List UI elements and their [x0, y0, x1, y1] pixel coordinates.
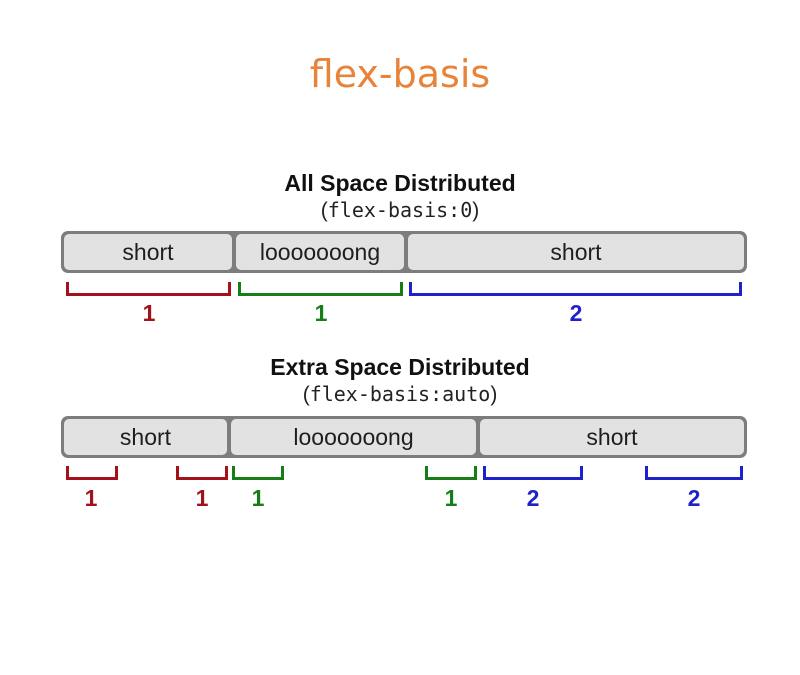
- section-2-label-6: 2: [687, 485, 701, 511]
- section-1-item-short-1: short: [64, 234, 232, 270]
- section-1-heading: All Space Distributed: [284, 170, 516, 196]
- section-2-close-paren: ): [490, 383, 498, 406]
- section-1-bracket-2: [238, 282, 403, 296]
- section-2-item-long: looooooong: [231, 419, 476, 455]
- section-1-bracket-3: [409, 282, 742, 296]
- section-2-item-short-1: short: [64, 419, 227, 455]
- section-1-item-long: looooooong: [236, 234, 404, 270]
- section-1-label-2: 1: [314, 300, 328, 326]
- section-2-code-line: (flex-basis:auto): [0, 381, 800, 408]
- section-2-bracket-6: [645, 466, 743, 480]
- section-1-close-paren: ): [472, 199, 480, 222]
- section-2-label-2: 1: [195, 485, 209, 511]
- diagram-title: flex-basis: [309, 52, 491, 96]
- section-1-item-short-2: short: [408, 234, 744, 270]
- section-2-label-3: 1: [251, 485, 265, 511]
- section-2-bracket-3: [232, 466, 284, 480]
- section-1-code-line: (flex-basis:0): [0, 197, 800, 224]
- section-2-flex-container: short looooooong short: [61, 416, 747, 458]
- section-2-heading: Extra Space Distributed: [270, 354, 530, 380]
- section-2-bracket-5: [483, 466, 583, 480]
- section-2-open-paren: (: [302, 383, 310, 406]
- section-1-label-1: 1: [142, 300, 156, 326]
- section-2-bracket-2: [176, 466, 228, 480]
- section-1-bracket-1: [66, 282, 231, 296]
- section-1-flex-container: short looooooong short: [61, 231, 747, 273]
- section-2-label-5: 2: [526, 485, 540, 511]
- section-2-item-short-2: short: [480, 419, 744, 455]
- section-2-code: flex-basis:auto: [309, 382, 491, 406]
- section-2-bracket-4: [425, 466, 477, 480]
- section-2-label-4: 1: [444, 485, 458, 511]
- section-1-code: flex-basis:0: [327, 198, 473, 222]
- section-2-label-1: 1: [84, 485, 98, 511]
- section-1-open-paren: (: [320, 199, 328, 222]
- section-1-label-3: 2: [569, 300, 583, 326]
- section-2-bracket-1: [66, 466, 118, 480]
